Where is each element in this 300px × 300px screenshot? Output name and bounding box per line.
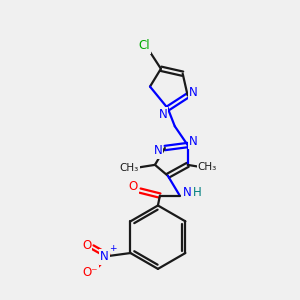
Text: CH₃: CH₃ — [198, 162, 217, 172]
Text: O: O — [82, 238, 91, 252]
Text: N: N — [154, 145, 162, 158]
Text: CH₃: CH₃ — [120, 163, 139, 173]
Text: H: H — [193, 186, 202, 199]
Text: N: N — [100, 250, 109, 263]
Text: +: + — [109, 244, 116, 253]
Text: Cl: Cl — [138, 40, 150, 52]
Text: O⁻: O⁻ — [83, 266, 98, 279]
Text: N: N — [158, 108, 167, 121]
Text: O: O — [128, 180, 138, 193]
Text: N: N — [183, 186, 192, 199]
Text: N: N — [189, 135, 198, 148]
Text: N: N — [189, 86, 198, 99]
